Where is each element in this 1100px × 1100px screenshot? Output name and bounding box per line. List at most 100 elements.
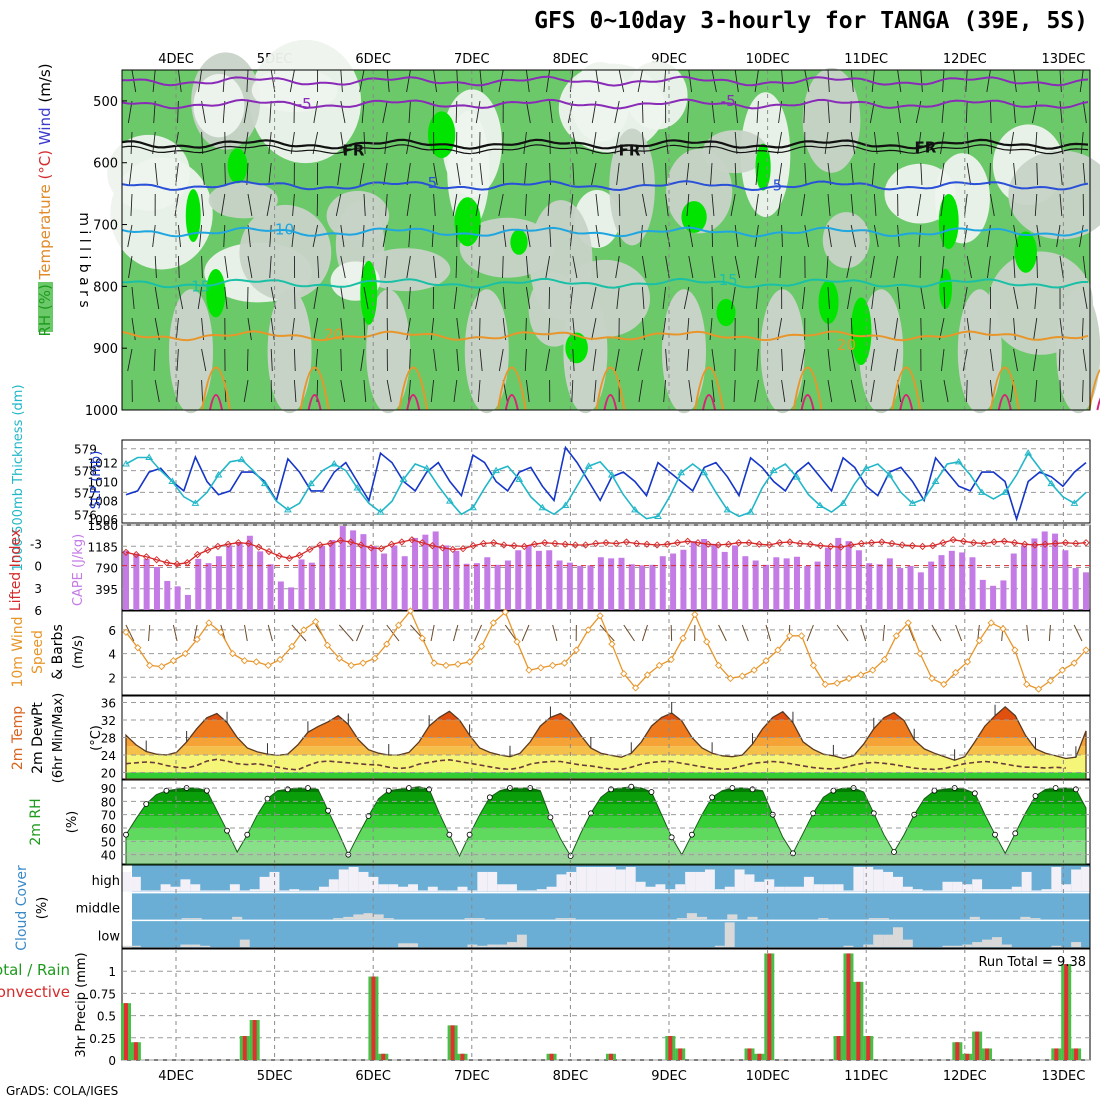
wind-barb-10m — [125, 624, 135, 642]
wind-barb — [827, 348, 831, 372]
wind-barb — [688, 379, 693, 403]
wind-barb — [893, 317, 899, 341]
thickness-marker — [908, 499, 917, 506]
y-tick-label: 40 — [101, 849, 116, 863]
cloud-bar-high — [447, 890, 458, 892]
cape-bar — [133, 553, 140, 610]
rh-saturated-patch — [939, 268, 953, 309]
wind-speed-marker — [620, 670, 628, 678]
wind-barb — [897, 69, 902, 93]
thickness-marker — [769, 466, 778, 474]
cloud-bar-high — [962, 884, 973, 892]
wind-barb — [614, 131, 620, 155]
cloud-bar-high — [586, 867, 597, 892]
lifted-index-marker — [724, 540, 733, 548]
wind-barb — [317, 255, 320, 279]
cape-bar — [463, 563, 470, 610]
rh-marker — [1012, 830, 1019, 837]
wind-barb — [525, 286, 531, 310]
wind-barb — [665, 224, 671, 248]
temp-band — [126, 720, 1086, 738]
cloud-bar-middle — [383, 918, 394, 920]
lifted-index-marker — [204, 546, 212, 554]
thickness-axis-label-part: Thickness (dm) — [11, 384, 26, 488]
wind-speed-marker — [264, 661, 272, 670]
rh-marker — [163, 787, 170, 794]
thickness-marker — [168, 477, 177, 484]
lifted-axis-label: Lifted Index — [8, 529, 24, 611]
cape-bar — [649, 564, 656, 610]
wind-barb — [711, 193, 715, 217]
temp-axis-label-part: 2m Temp — [10, 706, 26, 770]
wind-barb — [475, 100, 481, 124]
wind-barb — [756, 100, 759, 124]
wind-speed-marker — [383, 640, 391, 648]
y-tick-label: 60 — [101, 822, 116, 836]
wind-barb — [131, 286, 135, 310]
wind-barb — [871, 286, 875, 310]
cloud-bar-high — [1061, 884, 1072, 892]
cloud-bar-high — [210, 890, 221, 892]
wind-barb — [711, 379, 715, 403]
wind-barb-10m — [267, 624, 273, 642]
wind-barb — [525, 317, 527, 341]
cape-bar — [205, 563, 212, 610]
wind-barb — [127, 224, 133, 248]
cloud-bar-high — [526, 890, 537, 892]
wind-speed-marker — [454, 660, 462, 668]
cloud-bar-high — [536, 889, 547, 892]
cape-bar — [525, 545, 532, 610]
cape-bar — [267, 564, 274, 610]
y-tick-label: 70 — [101, 809, 116, 823]
wind-barb — [595, 224, 600, 248]
wind-axis-label-part: & Barbs — [50, 624, 66, 680]
wind-barb — [197, 286, 203, 310]
lifted-index-marker — [663, 540, 671, 548]
contour-label: 20 — [324, 326, 343, 344]
lifted-index-marker — [837, 543, 845, 551]
wind-barb — [618, 69, 625, 93]
wind-barb-10m — [623, 624, 635, 642]
isotherm-loop — [209, 394, 223, 411]
wind-barb — [572, 162, 575, 186]
wind-barb — [293, 286, 296, 310]
lifted-index-marker — [939, 539, 947, 547]
wind-barb-10m — [148, 624, 151, 642]
wind-barb — [290, 131, 295, 155]
wind-barb — [1082, 286, 1088, 310]
wind-barb — [920, 379, 924, 403]
cloud-panel-frame — [121, 864, 1091, 949]
precip-convective-bar — [1064, 964, 1069, 1060]
cape-bar — [308, 562, 315, 610]
wind-barb — [406, 193, 411, 217]
rh-saturated-patch — [206, 268, 226, 318]
cape-bar — [484, 557, 491, 610]
wind-barb — [502, 224, 507, 248]
footer-credit: GrADS: COLA/IGES — [6, 1084, 119, 1098]
rh-saturated-patch — [1014, 231, 1038, 273]
y-tick-label-left: -3 — [30, 537, 42, 551]
wind-barb — [637, 348, 643, 372]
cloud-row-label: low — [98, 929, 121, 944]
wind-barb — [502, 255, 504, 279]
cloud-bar-high — [952, 881, 963, 892]
cape-bar — [546, 550, 553, 610]
lifted-index-marker — [888, 539, 896, 548]
date-label-bottom: 4DEC — [158, 1069, 194, 1084]
wind-barb — [525, 255, 529, 279]
wind-barb — [1036, 69, 1040, 93]
cloud-bar-high — [972, 879, 983, 892]
wind-barb-10m — [452, 624, 459, 642]
cloud-bar-high — [774, 886, 785, 892]
lifted-index-marker — [1031, 541, 1039, 549]
cloud-bar-high — [883, 871, 894, 892]
wind-barb — [572, 348, 575, 372]
wind-barb-10m — [244, 624, 248, 642]
cloud-bar-high — [289, 889, 300, 892]
wind-barb — [662, 286, 667, 310]
wind-speed-marker — [1058, 666, 1066, 674]
wind-barb — [1033, 317, 1038, 341]
wind-barb — [453, 379, 458, 403]
y-tick-label-left: 6 — [34, 604, 42, 618]
